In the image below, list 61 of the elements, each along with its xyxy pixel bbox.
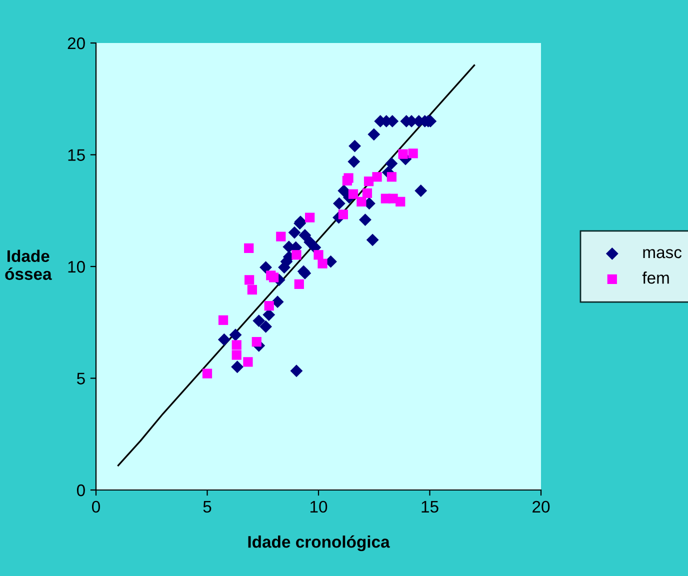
point xyxy=(268,272,279,282)
y-tick-label: 15 xyxy=(68,149,85,161)
point xyxy=(332,197,346,210)
point xyxy=(338,210,348,220)
point xyxy=(344,173,354,183)
point xyxy=(231,360,244,374)
point xyxy=(292,250,302,260)
x-tick-label: 20 xyxy=(532,500,550,513)
line-series xyxy=(117,64,476,466)
y-tick-label: 5 xyxy=(76,372,85,384)
point xyxy=(252,337,262,347)
point xyxy=(398,149,408,159)
legend-label: masc xyxy=(643,249,682,258)
point xyxy=(264,301,274,311)
point xyxy=(338,184,350,197)
point xyxy=(366,234,379,246)
point xyxy=(288,226,301,239)
y-tick-label: 20 xyxy=(68,37,85,50)
point xyxy=(244,243,254,253)
point xyxy=(372,172,382,182)
point xyxy=(348,189,358,199)
point xyxy=(260,320,272,333)
point xyxy=(229,328,242,342)
point xyxy=(396,196,406,206)
point xyxy=(218,315,228,325)
point xyxy=(385,157,398,170)
point xyxy=(356,196,366,206)
x-axis-title: Idade cronológica xyxy=(248,535,390,552)
point xyxy=(232,350,242,360)
point xyxy=(408,148,418,158)
point xyxy=(314,250,324,260)
y-tick-label: 10 xyxy=(68,260,85,273)
point xyxy=(298,229,312,242)
x-tick-label: 10 xyxy=(310,500,328,513)
x-tick-label: 5 xyxy=(203,501,212,513)
y-tick-label: 0 xyxy=(76,484,85,496)
point xyxy=(271,296,284,308)
y-axis-title: Idade óssea xyxy=(5,250,52,280)
x-tick-label: 15 xyxy=(422,501,438,513)
point xyxy=(247,284,258,295)
point xyxy=(243,357,253,367)
point xyxy=(252,314,266,328)
point xyxy=(348,155,360,168)
point xyxy=(368,128,380,141)
point xyxy=(294,279,304,289)
point xyxy=(218,333,230,346)
legend-label: fem xyxy=(642,272,669,284)
point xyxy=(244,275,254,285)
x-tick-label: 0 xyxy=(92,500,100,513)
point xyxy=(386,172,397,182)
point xyxy=(276,232,286,242)
point xyxy=(305,212,315,222)
point xyxy=(359,214,372,226)
point xyxy=(362,188,372,198)
point xyxy=(260,261,272,274)
point xyxy=(232,340,242,350)
point xyxy=(414,184,428,197)
point xyxy=(202,368,212,378)
point xyxy=(318,258,328,268)
point xyxy=(290,364,303,378)
point xyxy=(348,140,361,152)
